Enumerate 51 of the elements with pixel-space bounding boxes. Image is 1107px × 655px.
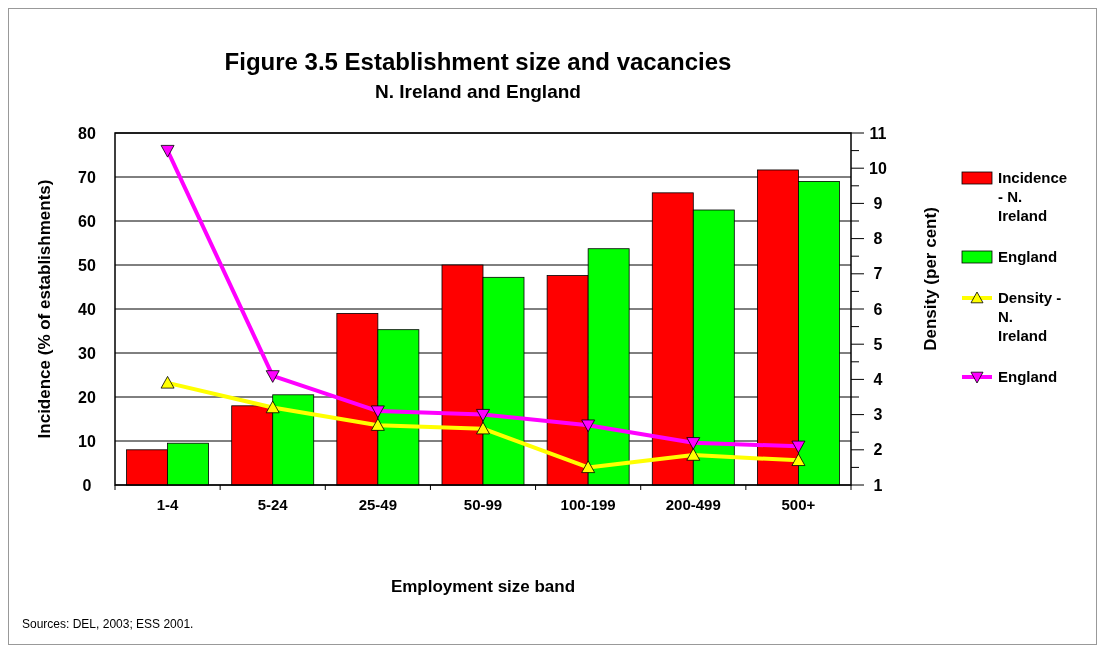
legend-label: England <box>998 368 1058 385</box>
y2-tick-label: 1 <box>873 476 883 494</box>
point <box>581 419 596 433</box>
legend-label: Incidence - N. Ireland <box>998 169 1068 224</box>
y2-tick-label: 7 <box>873 265 883 283</box>
y-tick-label: 50 <box>78 256 96 274</box>
point <box>686 448 701 461</box>
x-tick-label: 1-4 <box>156 496 180 513</box>
point <box>160 145 175 158</box>
chart-title: Figure 3.5 Establishment size and vacancies <box>224 48 732 75</box>
y2-tick-label: 3 <box>873 406 883 424</box>
y2-tick-label: 2 <box>873 441 883 459</box>
x-tick-label: 25-49 <box>358 496 398 513</box>
y2-tick-label: 5 <box>873 335 883 353</box>
point <box>791 440 806 454</box>
point <box>160 376 175 389</box>
legend-label: England <box>998 248 1058 265</box>
y2-tick-label: 10 <box>869 159 887 177</box>
y-axis-title: Incidence (% of establishments) <box>35 179 54 439</box>
y-tick-label: 70 <box>78 168 96 186</box>
y-tick-label: 20 <box>78 388 96 406</box>
y2-tick-label: 6 <box>873 300 883 318</box>
y-tick-label: 0 <box>82 476 92 494</box>
point <box>476 409 490 422</box>
y2-tick-label: 9 <box>873 195 883 212</box>
point <box>476 421 490 435</box>
point <box>370 405 385 418</box>
point <box>265 400 280 414</box>
y-tick-label: 80 <box>78 124 96 142</box>
y-tick-label: 30 <box>78 344 96 362</box>
point <box>686 437 701 450</box>
y-tick-label: 10 <box>78 432 96 450</box>
point <box>370 418 385 431</box>
y2-tick-label: 4 <box>873 371 883 388</box>
x-tick-label: 500+ <box>781 496 816 513</box>
y-tick-label: 60 <box>78 212 96 230</box>
point <box>791 453 806 466</box>
legend-label: Density - N. Ireland <box>998 289 1062 344</box>
point <box>265 370 280 383</box>
y-tick-label: 40 <box>78 300 96 318</box>
x-axis-title: Employment size band <box>390 577 576 596</box>
y2-axis-title: Density (per cent) <box>921 207 940 351</box>
x-tick-label: 5-24 <box>257 496 289 513</box>
source-note: Sources: DEL, 2003; ESS 2001. <box>22 617 194 631</box>
x-tick-label: 50-99 <box>463 496 503 513</box>
x-tick-label: 100-199 <box>560 496 616 513</box>
y2-tick-label: 11 <box>869 124 887 142</box>
chart-subtitle: N. Ireland and England <box>375 81 581 102</box>
x-tick-label: 200-499 <box>665 496 721 513</box>
point <box>581 460 596 473</box>
y2-tick-label: 8 <box>873 230 883 248</box>
